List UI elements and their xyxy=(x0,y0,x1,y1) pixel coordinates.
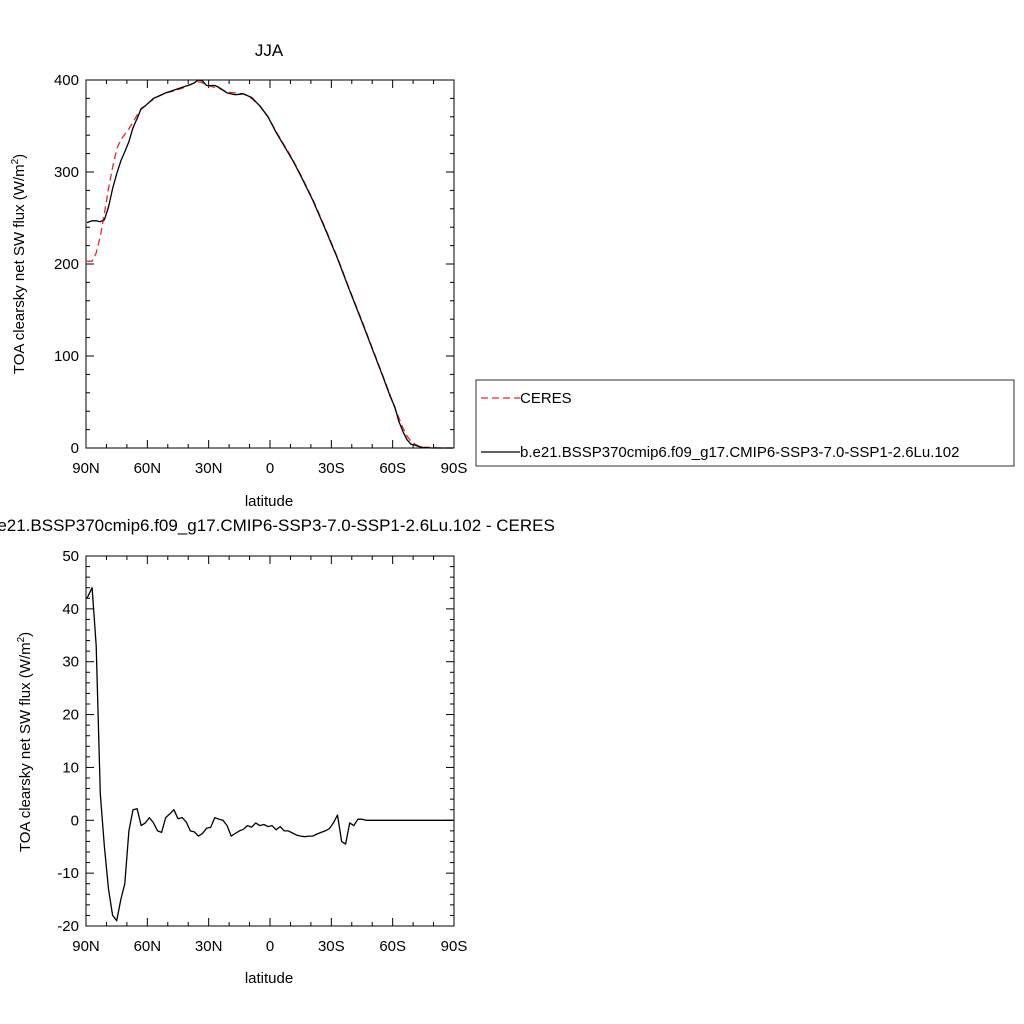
panel-top-frame xyxy=(85,79,455,449)
x-tick-label: 60S xyxy=(379,460,406,477)
y-tick-label: 0 xyxy=(71,812,79,829)
x-tick-label: 90N xyxy=(72,460,100,477)
panel-bottom-xlabel: latitude xyxy=(245,970,293,987)
x-tick-label: 30N xyxy=(195,938,223,955)
x-tick-label: 90N xyxy=(72,938,100,955)
y-tick-label: 200 xyxy=(54,256,79,273)
x-tick-label: 90S xyxy=(441,938,468,955)
legend-ceres-label: CERES xyxy=(520,390,572,407)
y-tick-label: 100 xyxy=(54,348,79,365)
x-tick-label: 0 xyxy=(266,460,274,477)
panel-bottom-ylabel: TOA clearsky net SW flux (W/m2) xyxy=(16,632,34,852)
y-tick-label: -10 xyxy=(57,865,79,882)
x-tick-label: 60S xyxy=(379,938,406,955)
series-line-ceres xyxy=(87,81,453,449)
panel-bottom-series xyxy=(86,587,453,922)
legend-box xyxy=(475,379,1015,467)
panel-top: JJA TOA clearsky net SW flux (W/m2) lati… xyxy=(10,41,467,510)
y-tick-label: 0 xyxy=(71,440,79,457)
y-tick-label: -20 xyxy=(57,918,79,935)
y-tick-label: 10 xyxy=(62,759,79,776)
y-tick-label: 50 xyxy=(62,548,79,565)
x-tick-label: 30N xyxy=(195,460,223,477)
panel-top-xlabel: latitude xyxy=(245,493,293,510)
panel-bottom: b.e21.BSSP370cmip6.f09_g17.CMIP6-SSP3-7.… xyxy=(0,516,555,987)
y-tick-label: 300 xyxy=(54,164,79,181)
y-tick-label: 20 xyxy=(62,707,79,724)
x-tick-label: 60N xyxy=(134,938,162,955)
panel-bottom-ticks: 90N 60N 30N 0 30S 60S 90S -20 -10 0 10 20 30 40 50 xyxy=(57,548,467,955)
x-tick-label: 30S xyxy=(318,938,345,955)
x-tick-label: 0 xyxy=(266,938,274,955)
panel-top-title: JJA xyxy=(255,41,284,60)
x-tick-label: 30S xyxy=(318,460,345,477)
legend: CERES b.e21.BSSP370cmip6.f09_g17.CMIP6-S… xyxy=(475,379,1015,467)
panel-top-ticks: 90N 60N 30N 0 30S 60S 90S 0 100 200 300 400 xyxy=(54,72,467,477)
panel-top-series xyxy=(86,79,453,449)
series-line-difference xyxy=(86,587,453,922)
panel-bottom-title: b.e21.BSSP370cmip6.f09_g17.CMIP6-SSP3-7.… xyxy=(0,516,555,535)
y-tick-label: 30 xyxy=(62,654,79,671)
series-line-model xyxy=(86,79,453,449)
y-tick-label: 40 xyxy=(62,601,79,618)
x-tick-label: 60N xyxy=(134,460,162,477)
x-tick-label: 90S xyxy=(441,460,468,477)
panel-top-ylabel: TOA clearsky net SW flux (W/m2) xyxy=(10,154,28,374)
panel-bottom-frame xyxy=(85,555,455,927)
legend-model-label: b.e21.BSSP370cmip6.f09_g17.CMIP6-SSP3-7.… xyxy=(520,444,959,461)
y-tick-label: 400 xyxy=(54,72,79,89)
